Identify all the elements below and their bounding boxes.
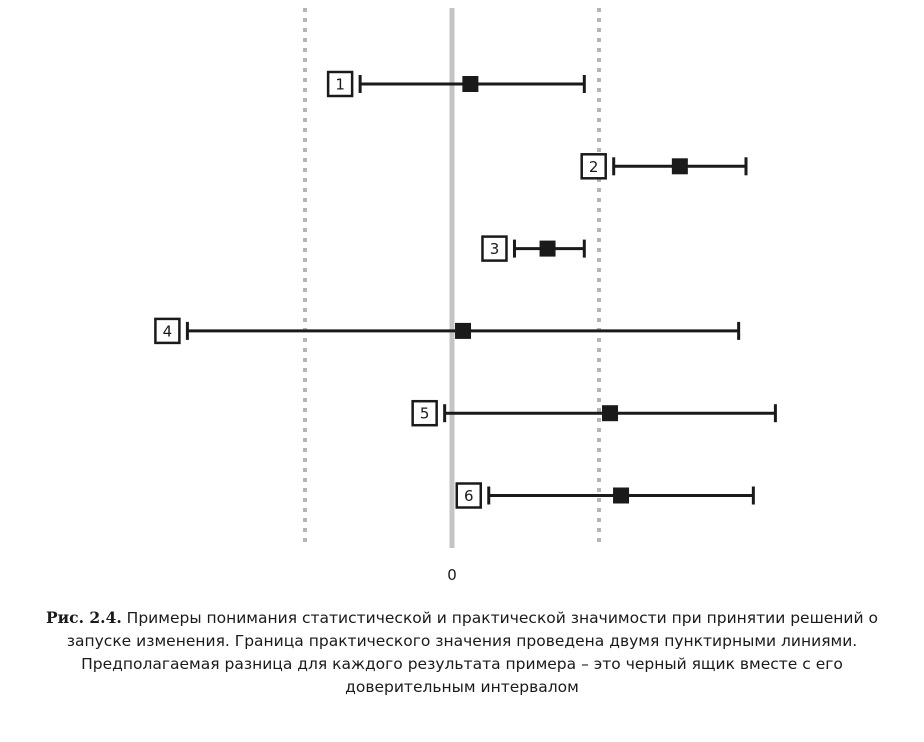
- estimate-marker: [455, 322, 472, 339]
- result-row-3: 3: [481, 235, 586, 262]
- result-row-6: 6: [455, 482, 755, 509]
- estimate-marker: [602, 405, 619, 422]
- result-label: 4: [163, 322, 173, 340]
- result-rows: 1 2 3 4 5 6: [154, 70, 777, 509]
- estimate-marker: [462, 76, 479, 92]
- estimate-marker: [539, 240, 556, 257]
- x-tick-label-zero: 0: [447, 566, 457, 584]
- figure-caption: Рис. 2.4. Примеры понимания статистическ…: [20, 606, 904, 699]
- result-label: 2: [589, 158, 599, 176]
- result-label: 5: [420, 405, 430, 423]
- estimate-marker: [671, 158, 688, 175]
- interval-chart: 1 2 3 4 5 6 0: [154, 8, 777, 584]
- result-label-box: [455, 482, 482, 509]
- result-row-5: 5: [411, 399, 777, 427]
- result-row-2: 2: [580, 153, 748, 180]
- result-label-box: [411, 399, 438, 427]
- result-row-4: 4: [154, 317, 741, 345]
- result-label-box: [580, 153, 607, 180]
- estimate-marker: [613, 487, 630, 504]
- figure-label: Рис. 2.4.: [46, 608, 122, 627]
- result-label: 3: [490, 240, 500, 258]
- caption-text: Примеры понимания статистической и практ…: [66, 609, 878, 696]
- result-label-box: [154, 317, 181, 345]
- practical-bounds: [303, 8, 601, 548]
- result-label: 1: [335, 76, 345, 94]
- result-row-1: 1: [326, 70, 586, 98]
- result-label-box: [326, 70, 354, 98]
- result-label: 6: [464, 487, 474, 505]
- result-label-box: [481, 235, 508, 262]
